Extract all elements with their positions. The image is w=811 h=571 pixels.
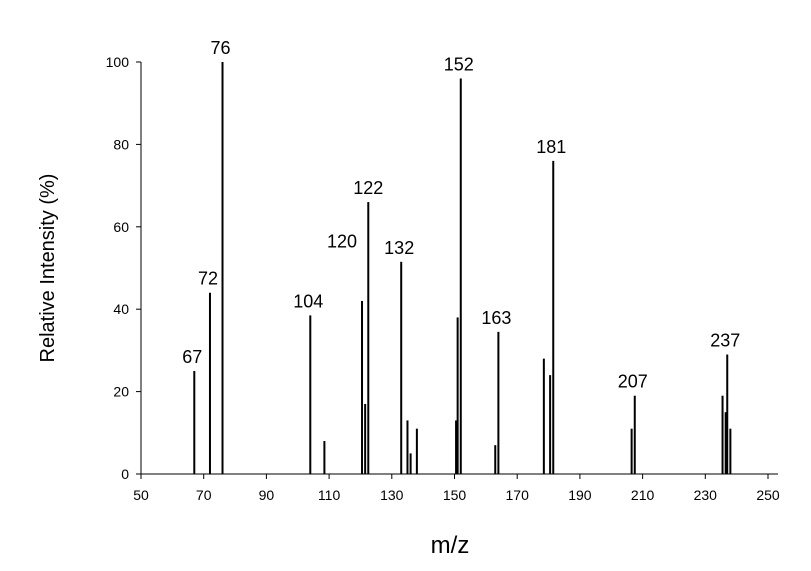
peak-label: 122 — [353, 178, 383, 198]
x-axis-title: m/z — [431, 532, 470, 559]
y-tick-label: 80 — [113, 136, 129, 152]
peak-label: 163 — [481, 308, 511, 328]
peak-label: 207 — [618, 372, 648, 392]
spectrum-peak — [494, 445, 497, 474]
spectrum-peak — [542, 358, 545, 474]
y-tick-label: 0 — [121, 466, 129, 482]
spectrum-peak — [721, 395, 724, 474]
spectrum-peak — [208, 292, 211, 474]
spectrum-peak — [497, 331, 500, 474]
spectrum-peak — [409, 453, 412, 474]
spectrum-peaks — [193, 62, 732, 474]
plot-area: 0 20 40 60 80 100 50 70 90 110 130 150 170 190 210 230… — [106, 38, 780, 503]
spectrum-peak — [323, 441, 326, 474]
x-tick-label: 230 — [694, 487, 718, 503]
x-tick-label: 150 — [443, 487, 467, 503]
spectrum-peak — [367, 202, 370, 474]
peak-label: 237 — [710, 331, 740, 351]
spectrum-peak — [552, 160, 555, 474]
spectrum-peak — [549, 375, 552, 474]
spectrum-peak — [415, 428, 418, 474]
x-tick-label: 50 — [133, 487, 149, 503]
spectrum-peak — [406, 420, 409, 474]
spectrum-peak — [364, 403, 367, 474]
x-tick-label: 130 — [380, 487, 404, 503]
spectrum-peak — [724, 412, 727, 474]
peak-label: 76 — [210, 38, 230, 58]
spectrum-peak — [455, 420, 458, 474]
peak-label: 132 — [384, 238, 414, 258]
spectrum-peak — [633, 395, 636, 474]
peak-label: 152 — [444, 54, 474, 74]
y-tick-label: 20 — [113, 384, 129, 400]
x-tick-label: 190 — [568, 487, 592, 503]
y-tick-label: 40 — [113, 301, 129, 317]
x-axis-ticks: 50 70 90 110 130 150 170 190 210 230 250 — [133, 474, 780, 503]
spectrum-peak — [400, 261, 403, 474]
x-tick-label: 70 — [196, 487, 212, 503]
peak-label: 67 — [182, 347, 202, 367]
spectrum-peak — [459, 78, 462, 474]
peak-label: 120 — [327, 231, 357, 251]
spectrum-peak — [221, 62, 224, 474]
y-tick-label: 100 — [106, 54, 130, 70]
x-tick-label: 110 — [318, 487, 341, 503]
peak-label: 181 — [536, 137, 566, 157]
y-axis-ticks: 0 20 40 60 80 100 — [106, 54, 141, 482]
x-tick-label: 250 — [756, 487, 780, 503]
spectrum-peak — [309, 315, 312, 474]
spectrum-peak — [361, 300, 364, 474]
spectrum-peak — [726, 354, 729, 474]
spectrum-peak — [456, 317, 459, 474]
spectrum-peak — [729, 428, 732, 474]
spectrum-peak — [630, 428, 633, 474]
x-tick-label: 90 — [259, 487, 275, 503]
peak-label: 72 — [198, 269, 218, 289]
peak-label: 104 — [293, 291, 323, 311]
x-tick-label: 210 — [631, 487, 655, 503]
peak-labels: 67 72 76 104 120 122 132 152 163 181 207 237 — [182, 38, 740, 392]
y-tick-label: 60 — [113, 219, 129, 235]
spectrum-peak — [193, 371, 196, 474]
x-tick-label: 170 — [506, 487, 530, 503]
y-axis-title: Relative Intensity (%) — [37, 174, 59, 363]
